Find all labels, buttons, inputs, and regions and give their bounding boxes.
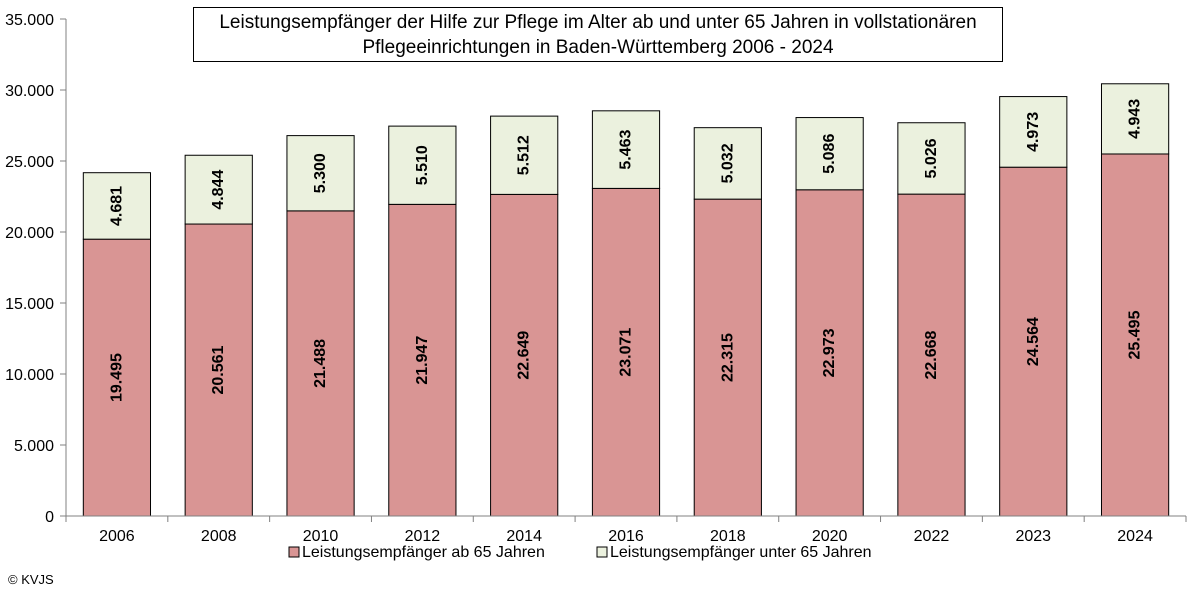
bar-segment-unter-65: [286, 135, 355, 212]
data-label: 4.943: [1127, 99, 1144, 139]
bar-segment-unter-65: [795, 117, 864, 191]
bar-segment-ab-65: [490, 193, 559, 517]
data-label: 5.512: [516, 135, 533, 175]
x-tick-label: 2023: [1015, 528, 1051, 545]
chart-title-line2: Pflegeeinrichtungen in Baden-Württemberg…: [362, 37, 834, 58]
data-label: 20.561: [210, 345, 227, 394]
x-tick-label: 2018: [710, 528, 746, 545]
y-tick-label: 30.000: [5, 83, 54, 100]
bar-segment-unter-65: [1100, 83, 1170, 155]
y-tick-label: 10.000: [5, 367, 54, 384]
legend-swatch: [288, 546, 300, 558]
data-label: 21.488: [312, 339, 329, 388]
data-label: 23.071: [618, 328, 635, 377]
data-label: 22.649: [516, 331, 533, 380]
bar-segment-ab-65: [82, 238, 152, 517]
data-label: 22.973: [821, 328, 838, 377]
bar-segment-ab-65: [693, 198, 762, 517]
data-label: 21.947: [414, 336, 431, 385]
bar-segment-ab-65: [1100, 153, 1170, 517]
y-tick-label: 0: [45, 509, 54, 526]
x-tick-label: 2022: [914, 528, 950, 545]
x-tick-label: 2012: [405, 528, 441, 545]
copyright-label: © KVJS: [8, 572, 54, 587]
data-label: 5.026: [923, 138, 940, 178]
x-tick-label: 2008: [201, 528, 237, 545]
bars: 19.495 4.681 20.561 4.844 21.488 5.300 21.947 5…: [82, 83, 1170, 517]
data-label: 19.495: [108, 353, 125, 402]
bar-segment-unter-65: [82, 172, 152, 240]
y-tick-label: 35.000: [5, 12, 54, 29]
bar-segment-unter-65: [999, 96, 1068, 168]
bar-segment-unter-65: [591, 110, 661, 189]
y-axis: 0 5.000 10.000 15.000 20.000 25.000 30.000 35.0…: [5, 12, 67, 526]
x-tick-label: 2006: [99, 528, 135, 545]
data-label: 5.300: [312, 153, 329, 193]
bar-segment-ab-65: [795, 189, 864, 517]
data-label: 22.315: [719, 333, 736, 382]
data-label: 4.681: [108, 186, 125, 226]
legend: Leistungsempfänger ab 65 Jahren Leistungs…: [288, 544, 872, 561]
chart-title: Leistungsempfänger der Hilfe zur Pflege …: [193, 7, 1003, 62]
y-tick-label: 25.000: [5, 154, 54, 171]
data-label: 25.495: [1127, 310, 1144, 359]
data-label: 5.086: [821, 134, 838, 174]
x-tick-label: 2024: [1117, 528, 1153, 545]
data-label: 22.668: [923, 330, 940, 379]
y-tick-label: 5.000: [14, 438, 54, 455]
data-label: 5.463: [618, 129, 635, 169]
y-tick-label: 20.000: [5, 225, 54, 242]
bar-segment-unter-65: [388, 125, 457, 205]
x-tick-label: 2020: [812, 528, 848, 545]
x-tick-label: 2014: [506, 528, 542, 545]
bar-segment-ab-65: [897, 193, 966, 517]
x-tick-label: 2016: [608, 528, 644, 545]
bar-segment-unter-65: [897, 122, 966, 195]
data-label: 5.032: [719, 143, 736, 183]
legend-label: Leistungsempfänger unter 65 Jahren: [610, 544, 872, 561]
legend-label: Leistungsempfänger ab 65 Jahren: [302, 544, 545, 561]
x-tick-label: 2010: [303, 528, 339, 545]
bar-segment-unter-65: [490, 115, 559, 195]
chart-title-line1: Leistungsempfänger der Hilfe zur Pflege …: [219, 12, 977, 33]
data-label: 24.564: [1025, 317, 1042, 366]
legend-swatch: [596, 546, 608, 558]
x-axis: 2006 2008 2010 2012 2014 2016 2018 2020 2022 2023…: [65, 515, 1187, 545]
bar-segment-unter-65: [184, 154, 253, 225]
y-tick-label: 15.000: [5, 296, 54, 313]
data-label: 4.844: [210, 170, 227, 210]
bar-segment-unter-65: [693, 127, 762, 200]
data-label: 4.973: [1025, 112, 1042, 152]
data-label: 5.510: [414, 145, 431, 185]
bar-segment-ab-65: [999, 166, 1068, 517]
